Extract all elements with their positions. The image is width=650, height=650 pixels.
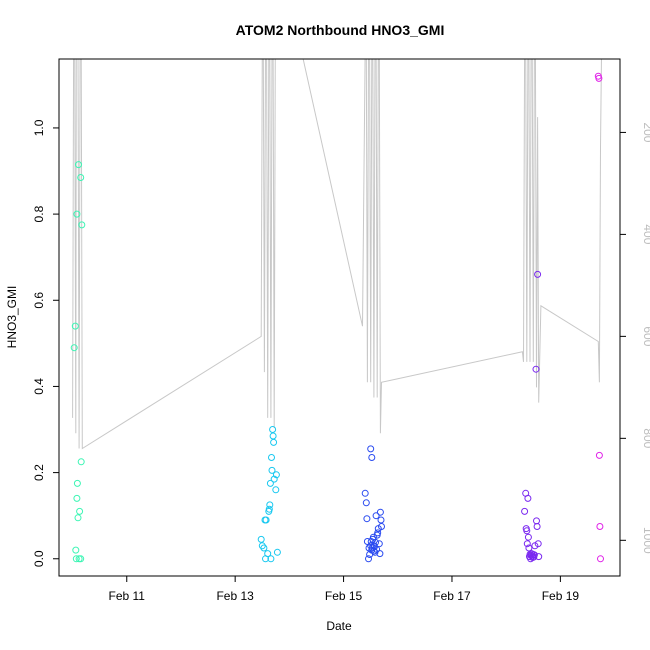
data-point [524, 494, 532, 502]
data-point [524, 533, 532, 541]
y2-tick-label: 1000 [641, 527, 650, 554]
y2-tick-label: 600 [641, 326, 650, 346]
data-point [532, 365, 540, 373]
altitude-line-layer [72, 59, 602, 450]
data-point [73, 479, 81, 487]
x-axis-label: Date [326, 619, 352, 633]
data-point [376, 550, 384, 558]
data-point [367, 445, 375, 453]
data-point [72, 555, 80, 563]
data-point [77, 458, 85, 466]
data-point [73, 494, 81, 502]
data-point [367, 538, 375, 545]
y-tick-label: 0.4 [32, 378, 46, 395]
data-point [262, 516, 270, 524]
y-axis-label: HNO3_GMI [5, 286, 19, 349]
data-point [70, 344, 78, 352]
data-point [272, 486, 280, 494]
y-tick-label: 1.0 [32, 119, 46, 136]
data-point [268, 466, 276, 474]
data-point [365, 555, 372, 563]
data-point [374, 529, 382, 537]
data-point [77, 555, 85, 563]
data-point [534, 270, 542, 278]
y2-tick-label: 400 [641, 224, 650, 244]
data-point [269, 432, 277, 440]
data-point [597, 555, 604, 563]
data-point [533, 517, 540, 525]
data-point [268, 454, 275, 461]
data-point [535, 553, 543, 561]
data-point [74, 514, 82, 522]
data-point [377, 516, 385, 524]
data-point [372, 512, 380, 520]
data-point [258, 542, 266, 550]
data-point [77, 174, 85, 181]
data-point [361, 489, 369, 497]
data-point [362, 499, 370, 507]
y-tick-label: 0.6 [32, 292, 46, 309]
data-point [521, 507, 529, 515]
y-tick-label: 0.8 [32, 205, 46, 222]
data-point [270, 438, 278, 446]
data-point [257, 535, 265, 543]
data-point [76, 507, 84, 515]
x-axis: Feb 11 Feb 13 Feb 15 Feb 17 Feb 19 [109, 576, 580, 603]
data-point [376, 508, 384, 516]
chart-title: ATOM2 Northbound HNO3_GMI [236, 22, 445, 38]
data-point [533, 523, 541, 530]
y-tick-label: 0.2 [32, 464, 46, 481]
x-tick-label: Feb 19 [542, 589, 580, 603]
data-point [595, 74, 603, 82]
data-point [272, 471, 280, 479]
y2-axis: 200 400 600 800 1000 [620, 122, 650, 554]
plot-frame [58, 58, 621, 577]
data-point [267, 555, 275, 563]
x-tick-label: Feb 15 [325, 589, 363, 603]
data-point [534, 540, 542, 548]
data-point [530, 551, 538, 559]
y-axis: 0.0 0.2 0.4 0.6 0.8 1.0 [32, 119, 59, 567]
data-point [264, 550, 272, 558]
data-point [71, 322, 79, 330]
data-point [78, 221, 86, 229]
data-point [266, 501, 274, 509]
data-point [596, 523, 604, 530]
data-point [260, 544, 268, 552]
data-point [525, 544, 533, 552]
data-point [72, 546, 80, 554]
data-point [266, 479, 274, 487]
data-point [265, 505, 273, 513]
data-point [269, 426, 277, 433]
data-point [363, 515, 371, 523]
data-point [75, 161, 82, 169]
y-tick-label: 0.0 [32, 550, 46, 567]
altitude-line [72, 59, 602, 450]
data-point [523, 540, 531, 548]
points-layer [70, 72, 604, 563]
data-point [378, 523, 385, 530]
y2-tick-label: 800 [641, 428, 650, 448]
x-tick-label: Feb 11 [109, 589, 146, 603]
data-point [73, 210, 81, 218]
data-point [270, 475, 278, 483]
data-point [368, 454, 376, 461]
x-tick-label: Feb 17 [433, 589, 471, 603]
data-point [595, 451, 603, 459]
x-tick-label: Feb 13 [216, 589, 254, 603]
data-point [523, 527, 531, 535]
data-point [273, 548, 281, 556]
y2-tick-label: 200 [641, 122, 650, 142]
data-point [372, 538, 379, 546]
data-point [371, 543, 378, 551]
data-point [367, 542, 375, 550]
